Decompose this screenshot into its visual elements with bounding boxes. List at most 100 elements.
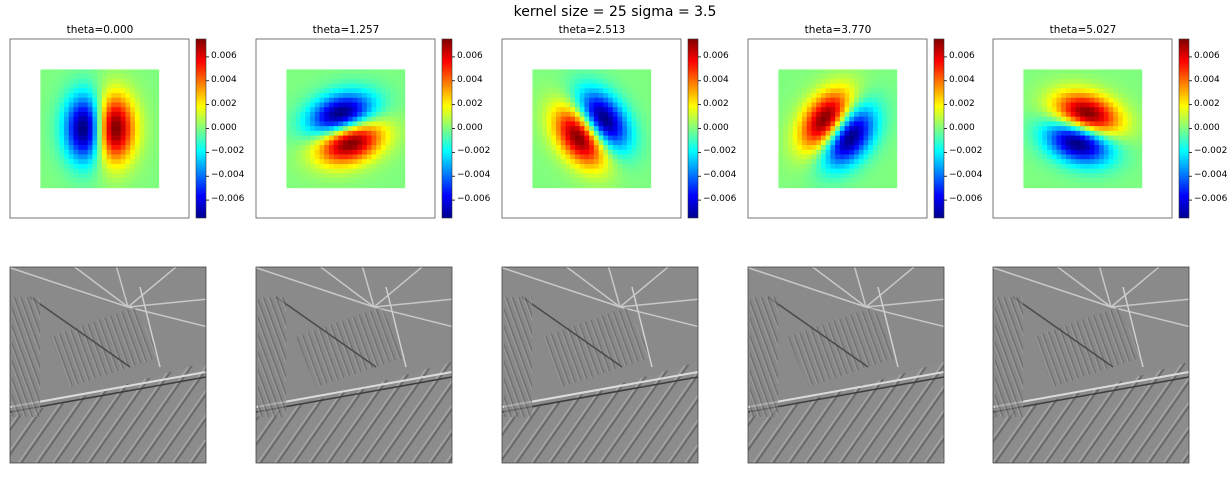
heatmap-cell: [825, 149, 832, 156]
heatmap-cell: [347, 69, 354, 75]
heatmap-cell: [1108, 154, 1114, 160]
heatmap-cell: [87, 78, 94, 85]
heatmap-cell: [97, 111, 103, 118]
heatmap-cell: [584, 135, 590, 141]
heatmap-cell: [352, 74, 358, 80]
heatmap-cell: [54, 69, 60, 75]
heatmap-cell: [328, 159, 335, 165]
heatmap-cell: [1075, 182, 1081, 189]
heatmap-cell: [1127, 182, 1133, 189]
heatmap-cell: [532, 130, 538, 137]
edge-line: [1012, 296, 1114, 368]
heatmap-cell: [887, 69, 893, 75]
heatmap-cell: [40, 83, 46, 89]
heatmap-cell: [532, 78, 538, 85]
heatmap-cell: [565, 93, 571, 99]
heatmap-cell: [333, 145, 340, 151]
heatmap-cell: [868, 145, 874, 151]
heatmap-cell: [546, 130, 552, 137]
heatmap-cell: [347, 159, 354, 165]
heatmap-cell: [835, 173, 841, 179]
heatmap-cell: [1047, 116, 1053, 123]
heatmap-cell: [825, 168, 832, 174]
heatmap-cell: [125, 163, 131, 170]
heatmap-cell: [622, 163, 628, 170]
heatmap-cell: [73, 163, 79, 170]
heatmap-cell: [59, 145, 65, 151]
heatmap-cell: [101, 69, 108, 75]
heatmap-cell: [1136, 149, 1143, 156]
heatmap-cell: [139, 149, 145, 156]
heatmap-cell: [1056, 102, 1062, 108]
heatmap-cell: [598, 159, 604, 165]
heatmap-cell: [863, 102, 869, 108]
heatmap-cell: [612, 135, 619, 141]
heatmap-cell: [68, 140, 75, 146]
heatmap-cell: [310, 78, 316, 85]
heatmap-cell: [54, 83, 60, 89]
heatmap-cell: [134, 182, 141, 189]
heatmap-cell: [816, 159, 822, 165]
heatmap-cell: [101, 93, 108, 99]
heatmap-cell: [844, 130, 850, 137]
heatmap-cell: [872, 149, 879, 156]
heatmap-cell: [1117, 69, 1124, 75]
heatmap-cell: [82, 149, 89, 156]
heatmap-cell: [1108, 149, 1114, 156]
heatmap-cell: [783, 130, 789, 137]
heatmap-cell: [1023, 168, 1029, 174]
heatmap-cell: [73, 111, 79, 118]
heatmap-cell: [806, 154, 813, 160]
heatmap-cell: [1127, 107, 1133, 113]
heatmap-cell: [537, 102, 543, 108]
heatmap-cell: [872, 159, 879, 165]
heatmap-cell: [59, 116, 65, 123]
heatmap-cell: [286, 163, 292, 170]
heatmap-cell: [101, 88, 108, 94]
heatmap-cell: [612, 145, 619, 151]
heatmap-cell: [1037, 93, 1043, 99]
heatmap-cell: [1080, 173, 1086, 179]
heatmap-cell: [338, 182, 344, 189]
heatmap-cell: [1065, 130, 1072, 137]
heatmap-cell: [806, 74, 813, 80]
heatmap-cell: [1075, 173, 1081, 179]
heatmap-cell: [1070, 154, 1077, 160]
heatmap-cell: [376, 178, 382, 184]
tower: [258, 297, 286, 417]
heatmap-cell: [1094, 88, 1100, 94]
heatmap-cell: [537, 182, 543, 189]
heatmap-cell: [1108, 135, 1114, 141]
heatmap-cell: [1032, 88, 1039, 94]
heatmap-cell: [1084, 173, 1091, 179]
heatmap-cell: [816, 163, 822, 170]
heatmap-cell: [399, 97, 406, 104]
heatmap-cell: [626, 154, 633, 160]
heatmap-cell: [149, 173, 155, 179]
heatmap-cell: [541, 178, 548, 184]
heatmap-cell: [551, 159, 557, 165]
heatmap-cell: [291, 88, 297, 94]
heatmap-cell: [797, 69, 803, 75]
heatmap-cell: [854, 88, 860, 94]
heatmap-cell: [1042, 173, 1048, 179]
heatmap-cell: [134, 93, 141, 99]
heatmap-cell: [868, 159, 874, 165]
heatmap-cell: [811, 69, 817, 75]
heatmap-cell: [1028, 173, 1034, 179]
heatmap-cell: [1061, 173, 1067, 179]
heatmap-cell: [291, 78, 297, 85]
heatmap-frame: [9, 38, 190, 219]
heatmap-cell: [622, 102, 628, 108]
heatmap-cell: [347, 93, 354, 99]
heatmap-cell: [570, 74, 576, 80]
heatmap-cell: [380, 88, 387, 94]
heatmap-cell: [92, 178, 98, 184]
heatmap-cell: [551, 97, 557, 104]
edge-line: [607, 267, 621, 308]
heatmap-cell: [291, 93, 297, 99]
heatmap-cell: [59, 93, 65, 99]
heatmap-cell: [778, 83, 784, 89]
heatmap-cell: [783, 182, 789, 189]
heatmap-cell: [1127, 78, 1133, 85]
